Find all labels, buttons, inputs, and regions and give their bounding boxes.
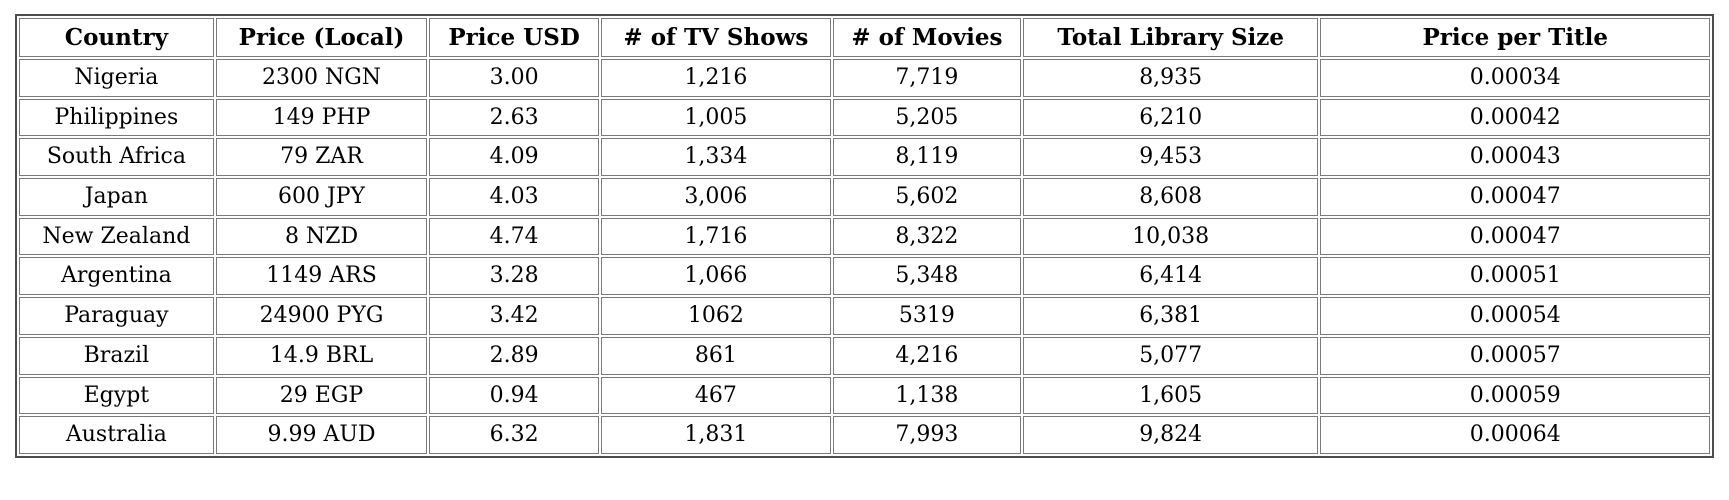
table-cell: Paraguay bbox=[19, 297, 214, 335]
table-cell: 8 NZD bbox=[215, 217, 428, 256]
table-cell: Nigeria bbox=[19, 59, 214, 97]
table-cell: Philippines bbox=[19, 98, 214, 137]
table-cell: 3.00 bbox=[429, 59, 599, 97]
table-cell: 3.42 bbox=[429, 297, 599, 335]
table-cell: 1149 ARS bbox=[215, 257, 428, 296]
data-table: Country Price (Local) Price USD # of TV Sho… bbox=[15, 14, 1714, 458]
table-cell: 0.00057 bbox=[1320, 336, 1710, 375]
table-cell: 6.32 bbox=[429, 416, 599, 454]
table-cell: 4.09 bbox=[429, 138, 599, 177]
table-cell: 29 EGP bbox=[215, 376, 428, 415]
table-cell: 14.9 BRL bbox=[215, 336, 428, 375]
table-body: Nigeria 2300 NGN 3.00 1,216 7,719 8,935 0.0003… bbox=[19, 59, 1710, 454]
table-row: South Africa 79 ZAR 4.09 1,334 8,119 9,453 0.0… bbox=[19, 138, 1710, 177]
table-cell: 1062 bbox=[600, 297, 831, 335]
column-header: Price per Title bbox=[1320, 18, 1710, 58]
table-cell: 1,716 bbox=[600, 217, 831, 256]
column-header: Price USD bbox=[429, 18, 599, 58]
table-cell: 1,605 bbox=[1022, 376, 1319, 415]
table-cell: 2300 NGN bbox=[215, 59, 428, 97]
table-cell: 8,608 bbox=[1022, 178, 1319, 216]
table-cell: 79 ZAR bbox=[215, 138, 428, 177]
table-cell: 3.28 bbox=[429, 257, 599, 296]
table-cell: 1,005 bbox=[600, 98, 831, 137]
table-cell: South Africa bbox=[19, 138, 214, 177]
table-cell: Egypt bbox=[19, 376, 214, 415]
table-row: Argentina 1149 ARS 3.28 1,066 5,348 6,414 0.00… bbox=[19, 257, 1710, 296]
table-cell: Japan bbox=[19, 178, 214, 216]
table-cell: 1,138 bbox=[832, 376, 1021, 415]
table-cell: 0.00034 bbox=[1320, 59, 1710, 97]
table-cell: 0.00051 bbox=[1320, 257, 1710, 296]
table-cell: 0.00043 bbox=[1320, 138, 1710, 177]
table-cell: 0.00064 bbox=[1320, 416, 1710, 454]
table-cell: 0.00042 bbox=[1320, 98, 1710, 137]
table-row: Nigeria 2300 NGN 3.00 1,216 7,719 8,935 0.0003… bbox=[19, 59, 1710, 97]
table-cell: 5,348 bbox=[832, 257, 1021, 296]
column-header: Country bbox=[19, 18, 214, 58]
table-cell: 600 JPY bbox=[215, 178, 428, 216]
table-cell: 9.99 AUD bbox=[215, 416, 428, 454]
table-row: Philippines 149 PHP 2.63 1,005 5,205 6,210 0.0… bbox=[19, 98, 1710, 137]
table-cell: Argentina bbox=[19, 257, 214, 296]
table-cell: 6,210 bbox=[1022, 98, 1319, 137]
table-cell: 149 PHP bbox=[215, 98, 428, 137]
table-cell: 0.94 bbox=[429, 376, 599, 415]
header-row: Country Price (Local) Price USD # of TV Sho… bbox=[19, 18, 1710, 58]
table-cell: 6,381 bbox=[1022, 297, 1319, 335]
table-cell: 9,824 bbox=[1022, 416, 1319, 454]
table-cell: 10,038 bbox=[1022, 217, 1319, 256]
table-cell: 5,077 bbox=[1022, 336, 1319, 375]
table-cell: 1,066 bbox=[600, 257, 831, 296]
table-cell: 8,322 bbox=[832, 217, 1021, 256]
table-cell: 1,831 bbox=[600, 416, 831, 454]
table-cell: 4.74 bbox=[429, 217, 599, 256]
table-header: Country Price (Local) Price USD # of TV Sho… bbox=[19, 18, 1710, 58]
table-cell: 4.03 bbox=[429, 178, 599, 216]
table-cell: 1,334 bbox=[600, 138, 831, 177]
table-cell: 861 bbox=[600, 336, 831, 375]
table-row: New Zealand 8 NZD 4.74 1,716 8,322 10,038 0.00… bbox=[19, 217, 1710, 256]
table-cell: 6,414 bbox=[1022, 257, 1319, 296]
table-cell: New Zealand bbox=[19, 217, 214, 256]
table-cell: 1,216 bbox=[600, 59, 831, 97]
column-header: # of TV Shows bbox=[600, 18, 831, 58]
table-cell: 5,205 bbox=[832, 98, 1021, 137]
table-cell: 2.63 bbox=[429, 98, 599, 137]
table-cell: 0.00047 bbox=[1320, 217, 1710, 256]
table-cell: 3,006 bbox=[600, 178, 831, 216]
table-row: Japan 600 JPY 4.03 3,006 5,602 8,608 0.00047 bbox=[19, 178, 1710, 216]
column-header: # of Movies bbox=[832, 18, 1021, 58]
table-cell: Australia bbox=[19, 416, 214, 454]
table-row: Australia 9.99 AUD 6.32 1,831 7,993 9,824 0.00… bbox=[19, 416, 1710, 454]
table-cell: 2.89 bbox=[429, 336, 599, 375]
table-row: Brazil 14.9 BRL 2.89 861 4,216 5,077 0.00057 bbox=[19, 336, 1710, 375]
table-cell: Brazil bbox=[19, 336, 214, 375]
table-row: Paraguay 24900 PYG 3.42 1062 5319 6,381 0.0005… bbox=[19, 297, 1710, 335]
table-cell: 0.00047 bbox=[1320, 178, 1710, 216]
table-row: Egypt 29 EGP 0.94 467 1,138 1,605 0.00059 bbox=[19, 376, 1710, 415]
table-cell: 7,993 bbox=[832, 416, 1021, 454]
table-cell: 24900 PYG bbox=[215, 297, 428, 335]
table-cell: 8,119 bbox=[832, 138, 1021, 177]
table-cell: 5319 bbox=[832, 297, 1021, 335]
table-cell: 0.00059 bbox=[1320, 376, 1710, 415]
table-cell: 4,216 bbox=[832, 336, 1021, 375]
table-cell: 7,719 bbox=[832, 59, 1021, 97]
table-cell: 9,453 bbox=[1022, 138, 1319, 177]
column-header: Total Library Size bbox=[1022, 18, 1319, 58]
table-cell: 467 bbox=[600, 376, 831, 415]
column-header: Price (Local) bbox=[215, 18, 428, 58]
table-cell: 0.00054 bbox=[1320, 297, 1710, 335]
table-cell: 8,935 bbox=[1022, 59, 1319, 97]
table-cell: 5,602 bbox=[832, 178, 1021, 216]
